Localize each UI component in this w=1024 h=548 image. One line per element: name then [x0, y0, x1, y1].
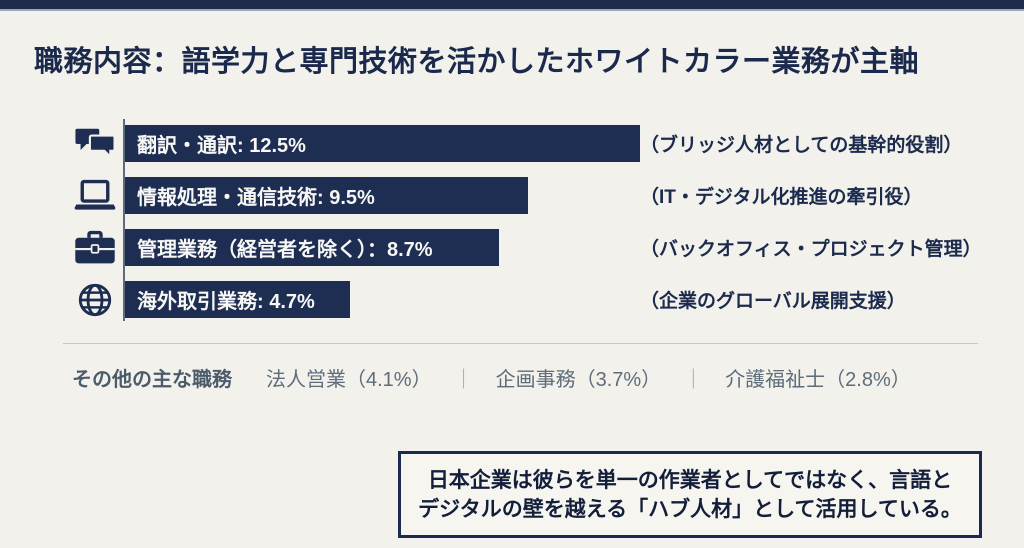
laptop-icon — [73, 177, 117, 214]
annotation-translation: （ブリッジ人材としての基幹的役割） — [640, 135, 963, 156]
annotation-it: （IT・デジタル化推進の牽引役） — [640, 187, 923, 208]
bar-label-it: 情報処理・通信技術: 9.5% — [137, 187, 375, 209]
bar-trade: 海外取引業務: 4.7% — [125, 281, 350, 318]
page-title: 職務内容：語学力と専門技術を活かしたホワイトカラー業務が主軸 — [34, 46, 920, 78]
chart-row-trade: 海外取引業務: 4.7% （企業のグローバル展開支援） — [0, 281, 1024, 318]
globe-icon — [73, 281, 117, 318]
chart-row-admin: 管理業務（経営者を除く）：8.7% （バックオフィス・プロジェクト管理） — [0, 229, 1024, 266]
top-accent-bar — [0, 0, 1024, 11]
divider-line — [63, 343, 978, 344]
briefcase-icon — [73, 229, 117, 266]
annotation-trade: （企業のグローバル展開支援） — [640, 291, 906, 312]
other-jobs-label: その他の主な職務 — [72, 368, 232, 391]
other-jobs-row: その他の主な職務 法人営業（4.1%） ｜ 企画事務（3.7%） ｜ 介護福祉士… — [72, 362, 992, 392]
callout-line-2: デジタルの壁を越える「ハブ人材」として活用している。 — [418, 497, 962, 521]
annotation-admin: （バックオフィス・プロジェクト管理） — [640, 239, 982, 260]
bar-label-trade: 海外取引業務: 4.7% — [137, 291, 315, 313]
other-job-careworker: 介護福祉士（2.8%） — [725, 368, 911, 391]
axis-line — [123, 119, 125, 321]
bar-admin: 管理業務（経営者を除く）：8.7% — [125, 229, 499, 266]
other-job-planning: 企画事務（3.7%） — [495, 368, 662, 391]
other-job-sales: 法人営業（4.1%） — [266, 368, 432, 391]
chart-row-it: 情報処理・通信技術: 9.5% （IT・デジタル化推進の牽引役） — [0, 177, 1024, 214]
chart-row-translation: 翻訳・通訳: 12.5% （ブリッジ人材としての基幹的役割） — [0, 125, 1024, 162]
separator-bar: ｜ — [453, 368, 474, 391]
bar-label-admin: 管理業務（経営者を除く）：8.7% — [137, 239, 433, 261]
bar-it: 情報処理・通信技術: 9.5% — [125, 177, 528, 214]
separator-bar: ｜ — [683, 368, 704, 391]
bar-translation: 翻訳・通訳: 12.5% — [125, 125, 640, 162]
bar-label-translation: 翻訳・通訳: 12.5% — [137, 135, 306, 157]
chat-bubbles-icon — [73, 125, 117, 162]
callout-box: 日本企業は彼らを単一の作業者としてではなく、言語と デジタルの壁を越える「ハブ人… — [398, 451, 982, 538]
callout-line-1: 日本企業は彼らを単一の作業者としてではなく、言語と — [427, 468, 953, 492]
